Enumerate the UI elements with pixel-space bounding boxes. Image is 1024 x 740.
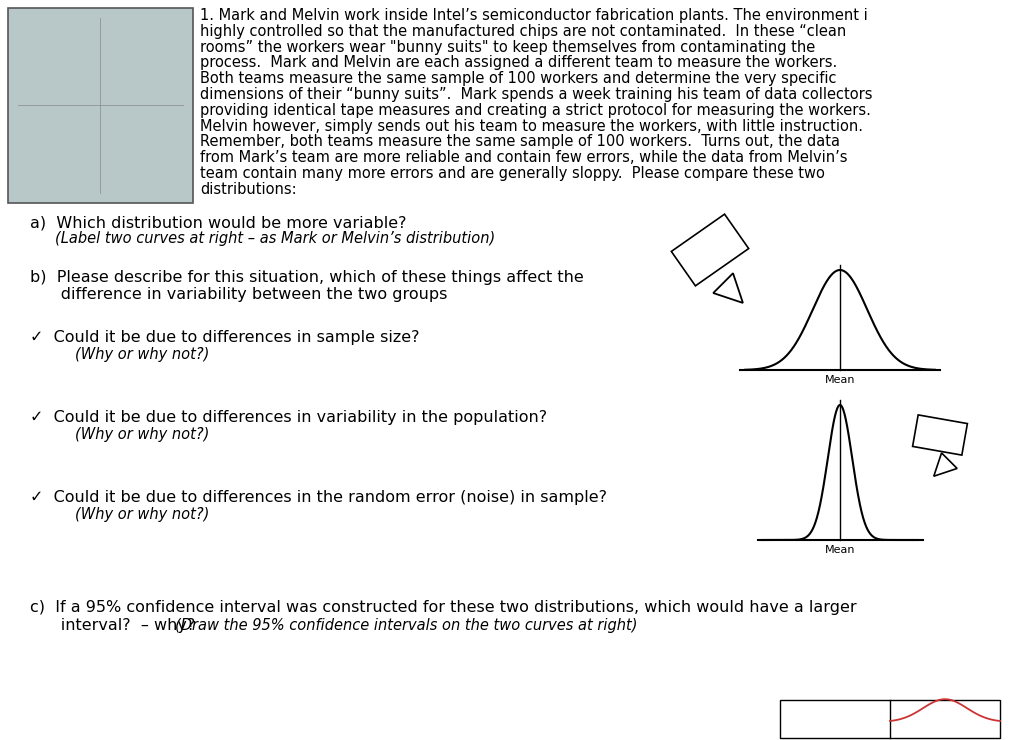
Text: distributions:: distributions: (200, 182, 297, 197)
Text: c)  If a 95% confidence interval was constructed for these two distributions, wh: c) If a 95% confidence interval was cons… (30, 600, 857, 615)
Text: (Draw the 95% confidence intervals on the two curves at right): (Draw the 95% confidence intervals on th… (175, 618, 638, 633)
Text: Mean: Mean (824, 545, 855, 555)
Bar (8, 8, 193, 203)
Text: a)  Which distribution would be more variable?: a) Which distribution would be more vari… (30, 215, 407, 230)
Text: b)  Please describe for this situation, which of these things affect the: b) Please describe for this situation, w… (30, 270, 584, 285)
Text: Melvin however, simply sends out his team to measure the workers, with little in: Melvin however, simply sends out his tea… (200, 118, 863, 134)
Text: team contain many more errors and are generally sloppy.  Please compare these tw: team contain many more errors and are ge… (200, 166, 825, 181)
Text: Mean: Mean (824, 375, 855, 385)
Text: difference in variability between the two groups: difference in variability between the tw… (30, 287, 447, 302)
Text: 1. Mark and Melvin work inside Intel’s semiconductor fabrication plants. The env: 1. Mark and Melvin work inside Intel’s s… (200, 8, 867, 23)
Text: (Why or why not?): (Why or why not?) (75, 427, 209, 442)
Text: Both teams measure the same sample of 100 workers and determine the very specifi: Both teams measure the same sample of 10… (200, 71, 837, 86)
Text: ✓  Could it be due to differences in the random error (noise) in sample?: ✓ Could it be due to differences in the … (30, 490, 607, 505)
Text: highly controlled so that the manufactured chips are not contaminated.  In these: highly controlled so that the manufactur… (200, 24, 846, 38)
Text: ✓  Could it be due to differences in sample size?: ✓ Could it be due to differences in samp… (30, 330, 420, 345)
Text: dimensions of their “bunny suits”.  Mark spends a week training his team of data: dimensions of their “bunny suits”. Mark … (200, 87, 872, 102)
Text: from Mark’s team are more reliable and contain few errors, while the data from M: from Mark’s team are more reliable and c… (200, 150, 848, 165)
Text: interval?  – why?: interval? – why? (30, 618, 206, 633)
Text: ✓  Could it be due to differences in variability in the population?: ✓ Could it be due to differences in vari… (30, 410, 547, 425)
Bar (780, 700, 1000, 738)
Text: rooms” the workers wear "bunny suits" to keep themselves from contaminating the: rooms” the workers wear "bunny suits" to… (200, 40, 815, 55)
Text: process.  Mark and Melvin are each assigned a different team to measure the work: process. Mark and Melvin are each assign… (200, 56, 838, 70)
Text: providing identical tape measures and creating a strict protocol for measuring t: providing identical tape measures and cr… (200, 103, 870, 118)
Text: (Why or why not?): (Why or why not?) (75, 347, 209, 362)
Text: (Label two curves at right – as Mark or Melvin’s distribution): (Label two curves at right – as Mark or … (55, 231, 496, 246)
Text: Remember, both teams measure the same sample of 100 workers.  Turns out, the dat: Remember, both teams measure the same sa… (200, 135, 840, 149)
Text: (Why or why not?): (Why or why not?) (75, 507, 209, 522)
